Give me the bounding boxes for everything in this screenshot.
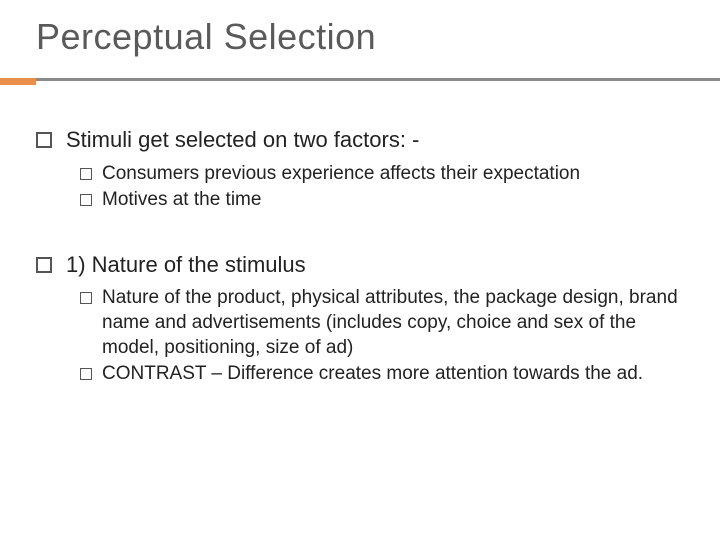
list-item: Consumers previous experience affects th… xyxy=(80,162,684,187)
list-item: CONTRAST – Difference creates more atten… xyxy=(80,362,684,387)
list-item: 1) Nature of the stimulus xyxy=(36,251,684,279)
square-bullet-icon xyxy=(80,368,92,380)
list-item-text: 1) Nature of the stimulus xyxy=(66,251,306,279)
square-bullet-icon xyxy=(36,132,52,148)
list-item: Motives at the time xyxy=(80,188,684,213)
square-bullet-icon xyxy=(80,292,92,304)
square-bullet-icon xyxy=(36,257,52,273)
title-underline xyxy=(0,78,720,81)
list-item-text: Nature of the product, physical attribut… xyxy=(102,286,684,360)
list-item: Nature of the product, physical attribut… xyxy=(80,286,684,360)
list-item-text: Consumers previous experience affects th… xyxy=(102,162,684,187)
list-item-text: CONTRAST – Difference creates more atten… xyxy=(102,362,684,387)
square-bullet-icon xyxy=(80,168,92,180)
list-item-text: Motives at the time xyxy=(102,188,684,213)
list-item-text: Stimuli get selected on two factors: - xyxy=(66,126,419,154)
square-bullet-icon xyxy=(80,194,92,206)
sublist: Nature of the product, physical attribut… xyxy=(80,286,684,387)
title-accent xyxy=(0,78,36,85)
sublist: Consumers previous experience affects th… xyxy=(80,162,684,213)
content-body: Stimuli get selected on two factors: - C… xyxy=(36,120,684,405)
slide-title: Perceptual Selection xyxy=(36,16,376,58)
list-item: Stimuli get selected on two factors: - xyxy=(36,126,684,154)
